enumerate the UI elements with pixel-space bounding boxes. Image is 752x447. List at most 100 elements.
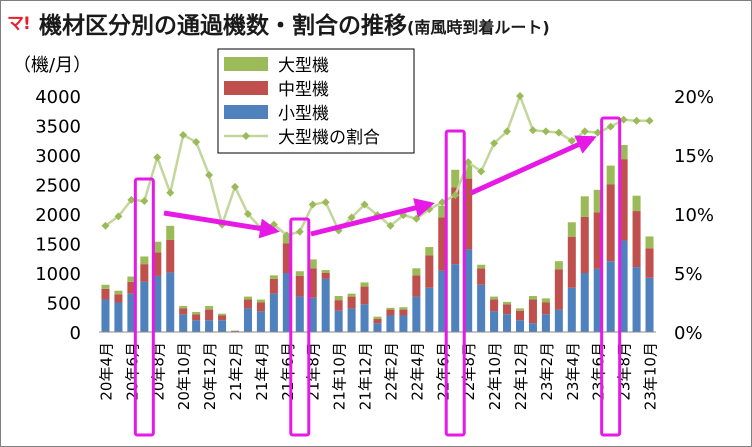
bar-segment	[528, 299, 537, 324]
bar-segment	[438, 270, 447, 332]
bar-segment	[490, 299, 499, 312]
bar-segment	[632, 267, 641, 332]
chart-title: 機材区分別の通過機数・割合の推移(南風時到着ルート)	[39, 6, 550, 40]
ratio-marker	[308, 200, 317, 209]
y-right-tick-label: 20%	[674, 87, 714, 108]
bar-segment	[192, 320, 201, 332]
bar-segment	[321, 270, 330, 273]
bar-segment	[412, 275, 421, 297]
bar-segment	[256, 299, 265, 303]
bar-segment	[541, 314, 550, 332]
bar-segment	[490, 296, 499, 300]
bar-segment	[153, 275, 162, 332]
y-right-tick-label: 5%	[674, 264, 703, 285]
bar-segment	[399, 309, 408, 316]
x-tick-label: 22年12月	[512, 342, 530, 410]
bar-segment	[166, 272, 175, 332]
bar-segment	[619, 144, 628, 160]
bar-segment	[425, 255, 434, 288]
bar-segment	[580, 273, 589, 332]
y-left-tick-label: 3500	[35, 117, 81, 138]
ratio-marker	[554, 128, 563, 137]
bar-segment	[205, 309, 214, 321]
ratio-marker	[632, 116, 641, 125]
x-tick-label: 20年4月	[97, 342, 115, 401]
highlight-box	[444, 129, 466, 437]
bar-segment	[580, 216, 589, 273]
bar-segment	[243, 296, 252, 300]
bar-segment	[541, 298, 550, 303]
bar-segment	[593, 212, 602, 269]
bar-segment	[606, 261, 615, 332]
bar-segment	[606, 165, 615, 185]
ratio-marker	[166, 188, 175, 197]
bar-segment	[334, 300, 343, 311]
bar-segment	[308, 297, 317, 332]
ratio-marker	[386, 221, 395, 230]
bar-segment	[438, 205, 447, 218]
bar-segment	[114, 302, 123, 332]
bar-segment	[645, 277, 654, 332]
bar-segment	[554, 269, 563, 310]
x-tick-label: 21年10月	[331, 342, 349, 410]
ratio-marker	[295, 227, 304, 236]
bar-segment	[593, 189, 602, 213]
bar-segment	[425, 287, 434, 332]
bar-segment	[438, 217, 447, 271]
y-left-tick-label: 1500	[35, 235, 81, 256]
bar-segment	[386, 315, 395, 332]
bar-segment	[334, 296, 343, 301]
x-tick-label: 21年6月	[279, 342, 297, 401]
bar-segment	[282, 243, 291, 273]
bar-segment	[580, 196, 589, 217]
bar-segment	[541, 302, 550, 315]
legend-label: 小型機	[278, 104, 329, 124]
ratio-marker	[321, 198, 330, 207]
bar-segment	[295, 296, 304, 332]
bar-segment	[127, 281, 136, 294]
bar-segment	[230, 330, 240, 332]
bar-segment	[347, 293, 356, 297]
bar-segment	[477, 264, 486, 269]
x-tick-label: 21年2月	[227, 342, 245, 401]
y-left-tick-label: 2500	[35, 176, 81, 197]
bar-segment	[140, 281, 149, 332]
bar-segment	[218, 320, 227, 332]
x-tick-label: 23年6月	[590, 342, 608, 401]
bar-segment	[321, 273, 330, 279]
bar-segment	[464, 249, 473, 332]
bar-segment	[101, 288, 110, 300]
bar-segment	[127, 276, 136, 282]
legend-swatch	[224, 81, 268, 95]
ratio-marker	[580, 127, 589, 136]
bar-segment	[528, 296, 537, 300]
legend-label: 中型機	[278, 80, 329, 100]
x-tick-label: 21年12月	[357, 342, 375, 410]
bar-segment	[179, 306, 188, 309]
y-left-tick-label: 3000	[35, 146, 81, 167]
bar-segment	[269, 293, 278, 332]
bar-segment	[528, 323, 537, 332]
bar-segment	[412, 296, 421, 332]
ratio-marker	[619, 115, 628, 124]
chart-subtitle: (南風時到着ルート)	[407, 18, 550, 37]
bar-segment	[218, 313, 227, 316]
ratio-marker	[140, 197, 149, 206]
ratio-marker	[606, 122, 615, 131]
bar-segment	[373, 316, 382, 320]
bar-segment	[567, 287, 576, 332]
bar-segment	[412, 268, 421, 276]
ratio-marker	[503, 127, 512, 136]
x-tick-label: 23年2月	[538, 342, 556, 401]
bar-segment	[218, 315, 227, 321]
ratio-marker	[438, 198, 447, 207]
legend-label: 大型機の割合	[278, 128, 380, 148]
legend-swatch	[224, 57, 268, 71]
ratio-marker	[243, 210, 252, 218]
bar-segment	[619, 240, 628, 332]
bar-segment	[166, 225, 175, 240]
bar-segment	[645, 236, 654, 249]
bar-segment	[567, 222, 576, 238]
